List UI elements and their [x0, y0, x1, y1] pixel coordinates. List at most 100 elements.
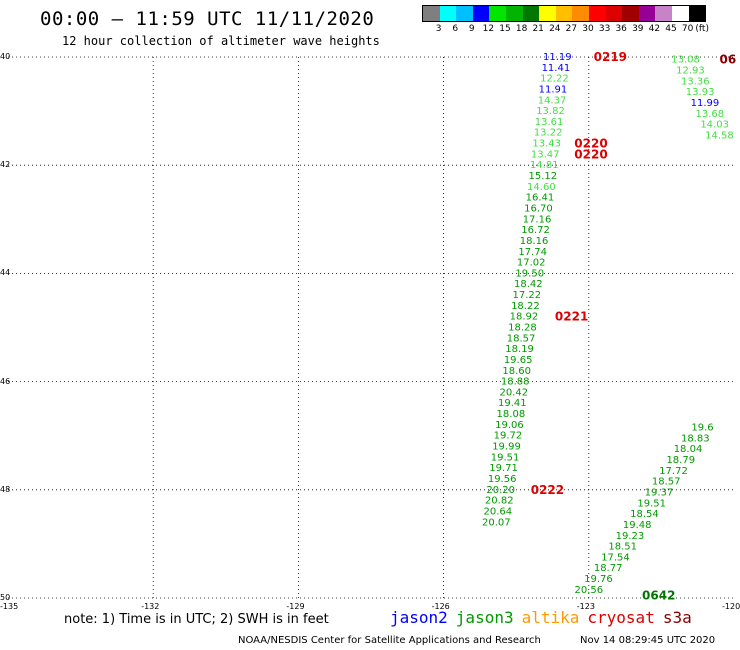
wave-height-value: 14.03	[700, 120, 729, 131]
note-text: note: 1) Time is in UTC; 2) SWH is in fe…	[64, 612, 329, 627]
wave-height-value: 11.91	[539, 84, 568, 95]
latitude-label: 46	[0, 376, 11, 386]
footer-credit: NOAA/NESDIS Center for Satellite Applica…	[238, 635, 541, 646]
wave-height-value: 18.60	[502, 366, 531, 377]
satellite-cryosat: cryosat	[587, 608, 655, 627]
wave-height-value: 16.70	[524, 203, 553, 214]
wave-height-value: 17.22	[513, 290, 542, 301]
wave-height-value: 19.65	[504, 355, 533, 366]
wave-height-value: 20.64	[483, 506, 512, 517]
wave-height-value: 19.72	[494, 431, 523, 442]
wave-height-value: 19.76	[584, 574, 613, 585]
legend-swatch	[489, 6, 506, 21]
wave-height-value: 18.79	[666, 455, 695, 466]
satellite-jason3: jason3	[455, 608, 514, 627]
wave-height-value: 20.42	[499, 387, 528, 398]
wave-height-value: 13.47	[531, 149, 560, 160]
wave-height-value: 17.72	[659, 466, 688, 477]
wave-height-value: 16.72	[521, 225, 550, 236]
wave-height-value: 11.19	[543, 52, 572, 63]
wave-height-value: 19.50	[515, 268, 544, 279]
legend-swatch	[671, 6, 689, 21]
wave-height-value: 19.48	[623, 520, 652, 531]
legend-swatch	[688, 6, 706, 21]
wave-height-value: 13.61	[535, 117, 564, 128]
satellite-s3a: s3a	[662, 608, 692, 627]
legend-swatches	[422, 5, 707, 22]
pass-time-label: 0220	[574, 137, 607, 151]
legend-swatch	[605, 6, 623, 21]
pass-time-label: 0219	[594, 50, 627, 64]
chart-title: 00:00 – 11:59 UTC 11/11/2020	[40, 8, 375, 30]
wave-height-value: 14.58	[705, 130, 734, 141]
satellite-legend: jason2 jason3 altika cryosat s3a	[390, 608, 700, 627]
wave-height-value: 20.20	[486, 485, 515, 496]
wave-height-value: 17.54	[601, 552, 630, 563]
legend-swatch	[555, 6, 573, 21]
satellite-altika: altika	[521, 608, 580, 627]
pass-time-label: 0220	[574, 147, 607, 161]
wave-height-value: 12.93	[676, 66, 705, 77]
wave-height-value: 15.12	[528, 171, 557, 182]
legend-label: 42	[648, 24, 661, 34]
wave-height-value: 18.22	[511, 301, 540, 312]
wave-height-value: 14.81	[530, 160, 559, 171]
wave-height-value: 18.08	[497, 409, 526, 420]
pass-time-label: 0221	[555, 310, 588, 324]
wave-height-value: 18.57	[652, 477, 681, 488]
legend-label: 21	[532, 24, 544, 34]
wave-height-value: 18.57	[507, 333, 536, 344]
map-marks: 11.1911.4112.2211.9114.3713.8213.6113.22…	[482, 50, 736, 602]
longitude-label: -123	[576, 602, 595, 611]
legend-label: 33	[598, 24, 611, 34]
legend-swatch	[539, 6, 556, 21]
latitude-label: 50	[0, 593, 11, 602]
legend-label: 12	[482, 24, 495, 34]
legend-labels: 3 6 9 12 15 18 21 24 27 30 33 36 39 42 45 70 (ft)	[422, 22, 709, 36]
wave-height-value: 18.16	[520, 236, 549, 247]
longitude-label: -129	[286, 602, 305, 611]
wave-height-value: 20.07	[482, 517, 511, 528]
wave-height-value: 18.42	[514, 279, 543, 290]
wave-height-value: 19.41	[498, 398, 527, 409]
wave-height-value: 18.28	[508, 323, 537, 334]
wave-height-value: 19.56	[488, 474, 517, 485]
longitude-label: -132	[141, 602, 160, 611]
wave-height-value: 19.6	[691, 423, 713, 434]
wave-height-value: 13.43	[532, 139, 561, 150]
legend-label: 70	[681, 24, 694, 34]
map-grid	[8, 56, 734, 599]
legend-swatch	[423, 6, 440, 21]
pass-time-label: 0222	[531, 483, 564, 497]
wave-height-value: 14.37	[538, 95, 567, 106]
wave-height-value: 16.41	[526, 193, 555, 204]
wave-height-value: 20.56	[574, 585, 603, 596]
latitude-label: 40	[0, 52, 11, 61]
legend-label: 15	[499, 24, 511, 34]
pass-time-label: 06	[719, 53, 736, 67]
wave-height-value: 19.51	[491, 452, 520, 463]
wave-height-value: 12.22	[540, 74, 569, 85]
wave-height-value: 18.88	[501, 377, 530, 388]
wave-height-value: 18.19	[505, 344, 534, 355]
wave-height-value: 19.51	[637, 498, 666, 509]
wave-height-value: 18.83	[681, 433, 710, 444]
legend-swatch	[456, 6, 473, 21]
wave-height-value: 18.92	[510, 312, 539, 323]
latitude-label: 44	[0, 268, 11, 278]
color-legend: 3 6 9 12 15 18 21 24 27 30 33 36 39 42 45 70 (ft)	[422, 5, 709, 36]
legend-label: 45	[665, 24, 677, 34]
legend-label: 39	[632, 24, 644, 34]
legend-swatch	[472, 6, 490, 21]
legend-unit: (ft)	[695, 24, 709, 34]
wave-height-value: 19.99	[492, 442, 521, 453]
wave-height-value: 13.08	[671, 55, 700, 66]
wave-height-value: 13.22	[534, 128, 563, 139]
legend-label: 6	[452, 24, 459, 34]
legend-label: 30	[582, 24, 594, 34]
longitude-label: -135	[0, 602, 19, 611]
legend-swatch	[638, 6, 656, 21]
wave-height-value: 20.82	[485, 496, 514, 507]
legend-swatch	[655, 6, 672, 21]
